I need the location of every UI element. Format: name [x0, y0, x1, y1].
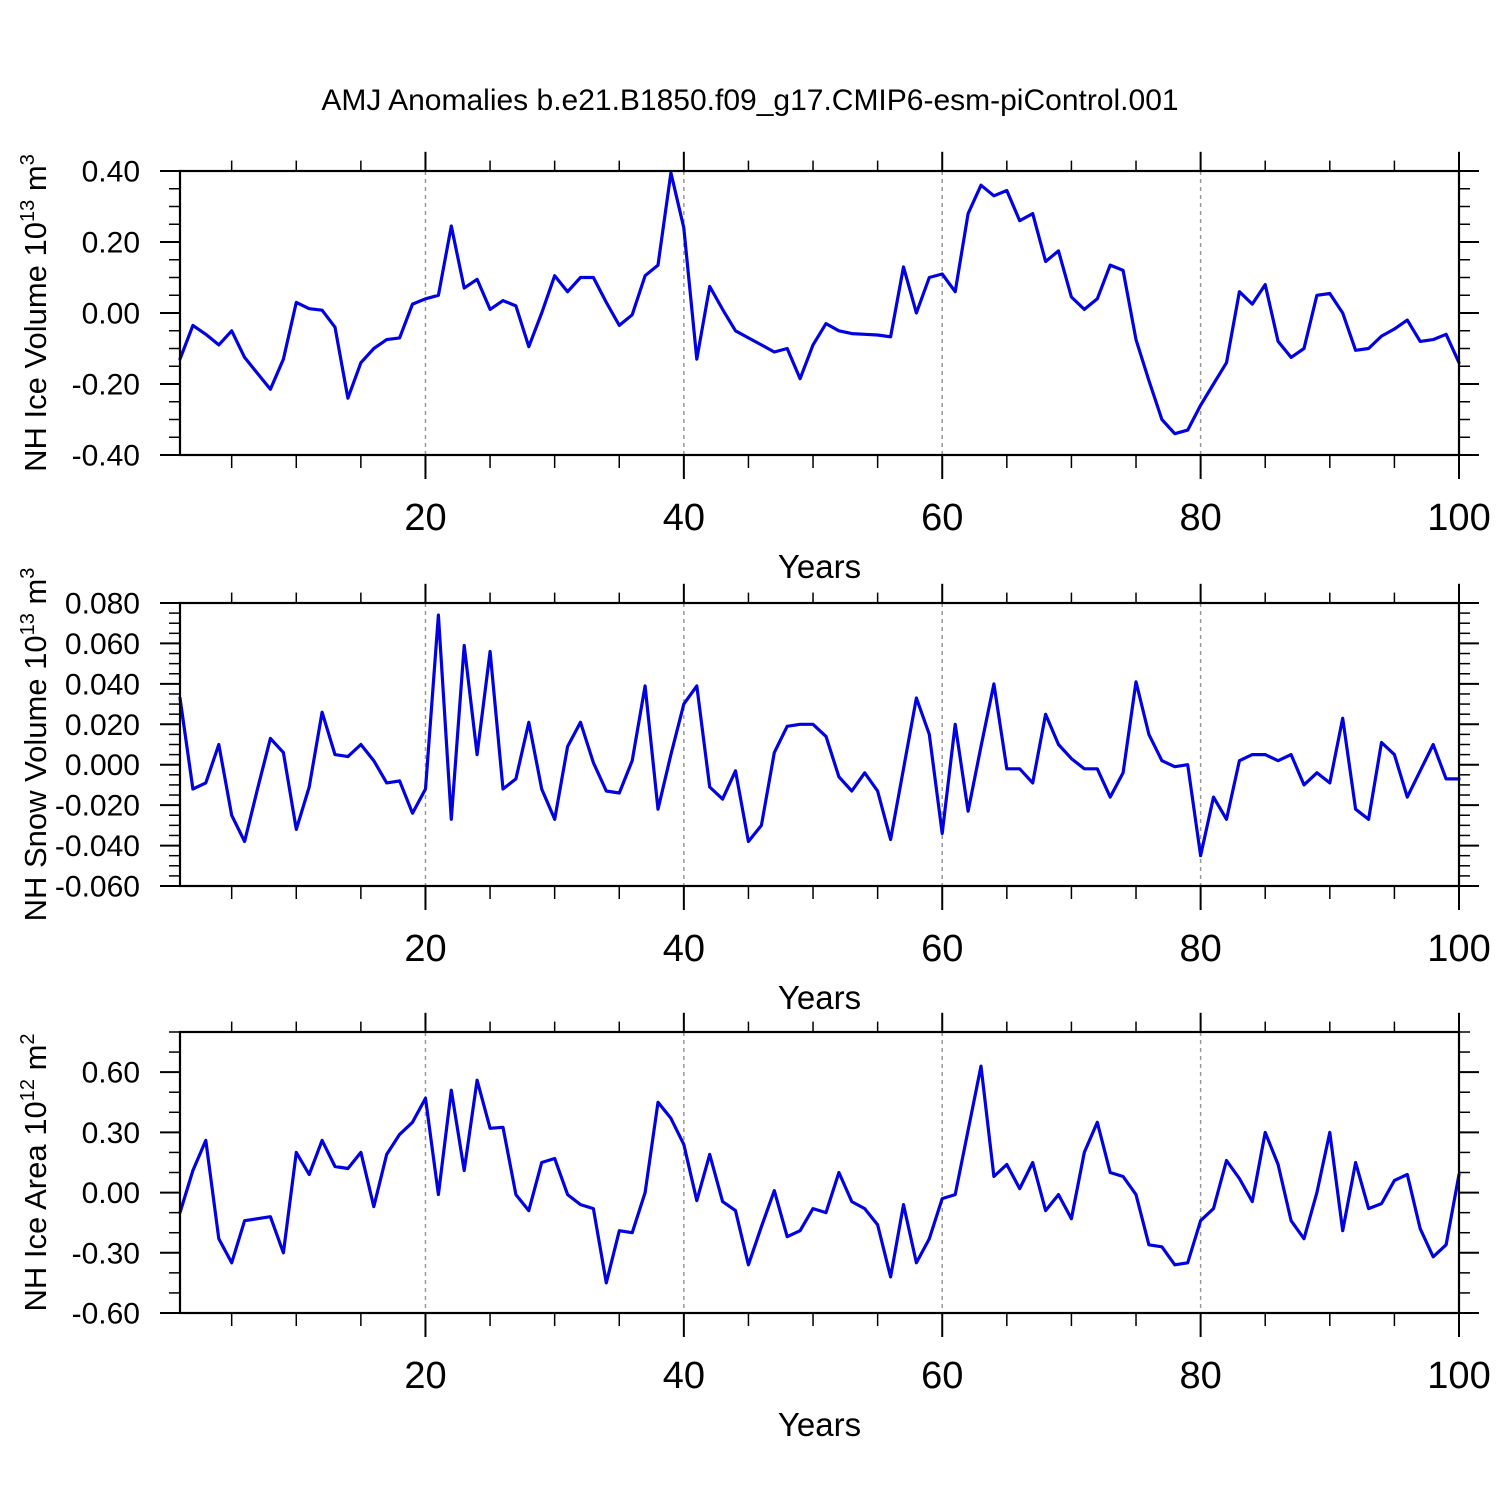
y-tick-label: 0.00 — [82, 1177, 140, 1210]
x-tick-label: 20 — [404, 497, 446, 539]
y-tick-label: 0.30 — [82, 1117, 140, 1150]
y-tick-label: 0.040 — [65, 668, 140, 701]
x-tick-label: 60 — [921, 497, 963, 539]
nh-ice-volume-x-ticks — [230, 151, 1460, 479]
nh-snow-volume-y-tick-labels: 0.080 0.060 0.040 0.020 0.000 -0.020 -0.040 -0.… — [55, 588, 140, 904]
x-tick-label: 20 — [404, 1355, 446, 1397]
y-tick-label: -0.30 — [72, 1237, 140, 1270]
y-tick-label: -0.060 — [55, 871, 140, 904]
y-tick-label: -0.20 — [72, 369, 140, 402]
nh-snow-volume-gridlines — [424, 603, 1202, 886]
y-tick-label: 0.000 — [65, 749, 140, 782]
nh-snow-volume-y-ticks — [160, 602, 1479, 887]
nh-snow-volume-x-tick-labels: 20 40 60 80 100 — [404, 928, 1490, 970]
nh-ice-area-frame — [178, 1030, 1461, 1315]
nh-snow-volume-line — [178, 613, 1461, 858]
figure-title: AMJ Anomalies b.e21.B1850.f09_g17.CMIP6-… — [321, 84, 1179, 117]
y-tick-label: -0.020 — [55, 790, 140, 823]
x-tick-label: 100 — [1427, 497, 1490, 539]
nh-ice-volume-frame — [178, 169, 1461, 457]
y-tick-label: -0.60 — [72, 1298, 140, 1331]
x-tick-label: 40 — [663, 928, 705, 970]
nh-snow-volume-panel: 20 40 60 80 100 0.080 0.060 0.040 0.020 0.000 -0.0… — [17, 568, 1491, 1016]
nh-ice-area-line — [178, 1064, 1461, 1285]
nh-ice-area-gridlines — [424, 1032, 1202, 1313]
nh-snow-volume-x-ticks — [230, 583, 1460, 910]
y-tick-label: 0.60 — [82, 1057, 140, 1090]
nh-ice-volume-x-tick-labels: 20 40 60 80 100 — [404, 497, 1490, 539]
x-tick-label: 80 — [1179, 1355, 1221, 1397]
x-tick-label: 80 — [1179, 928, 1221, 970]
nh-snow-volume-x-axis-title: Years — [778, 979, 861, 1016]
nh-ice-area-x-axis-title: Years — [778, 1406, 861, 1443]
y-tick-label: 0.080 — [65, 588, 140, 621]
x-tick-label: 20 — [404, 928, 446, 970]
x-tick-label: 40 — [663, 497, 705, 539]
x-tick-label: 60 — [921, 928, 963, 970]
y-tick-label: 0.20 — [82, 227, 140, 260]
nh-ice-area-x-ticks — [230, 1012, 1460, 1337]
nh-ice-area-panel: 20 40 60 80 100 0.60 0.30 0.00 -0.30 -0.60 Years NH… — [17, 1012, 1491, 1443]
x-tick-label: 60 — [921, 1355, 963, 1397]
y-tick-label: -0.40 — [72, 440, 140, 473]
x-tick-label: 100 — [1427, 928, 1490, 970]
x-tick-label: 100 — [1427, 1355, 1490, 1397]
nh-ice-volume-panel: 20 40 60 80 100 0.40 0.20 0.00 -0.20 -0.40 Years NH… — [17, 151, 1491, 585]
nh-ice-area-y-tick-labels: 0.60 0.30 0.00 -0.30 -0.60 — [72, 1057, 140, 1331]
nh-snow-volume-y-axis-title: NH Snow Volume 1013 m3 — [17, 568, 53, 922]
nh-ice-volume-y-axis-title: NH Ice Volume 1013 m3 — [17, 154, 53, 472]
y-tick-label: 0.060 — [65, 628, 140, 661]
y-tick-label: 0.00 — [82, 298, 140, 331]
nh-snow-volume-frame — [178, 601, 1461, 888]
y-tick-label: -0.040 — [55, 830, 140, 863]
nh-ice-area-x-tick-labels: 20 40 60 80 100 — [404, 1355, 1490, 1397]
x-tick-label: 40 — [663, 1355, 705, 1397]
y-tick-label: 0.40 — [82, 156, 140, 189]
nh-ice-volume-y-tick-labels: 0.40 0.20 0.00 -0.20 -0.40 — [72, 156, 140, 473]
nh-ice-volume-line — [178, 171, 1461, 436]
nh-ice-area-y-axis-title: NH Ice Area 1012 m2 — [17, 1033, 53, 1311]
x-tick-label: 80 — [1179, 497, 1221, 539]
nh-ice-volume-x-axis-title: Years — [778, 548, 861, 585]
nh-ice-volume-y-ticks — [160, 170, 1479, 456]
y-tick-label: 0.020 — [65, 709, 140, 742]
nh-ice-area-y-ticks — [160, 1031, 1479, 1314]
